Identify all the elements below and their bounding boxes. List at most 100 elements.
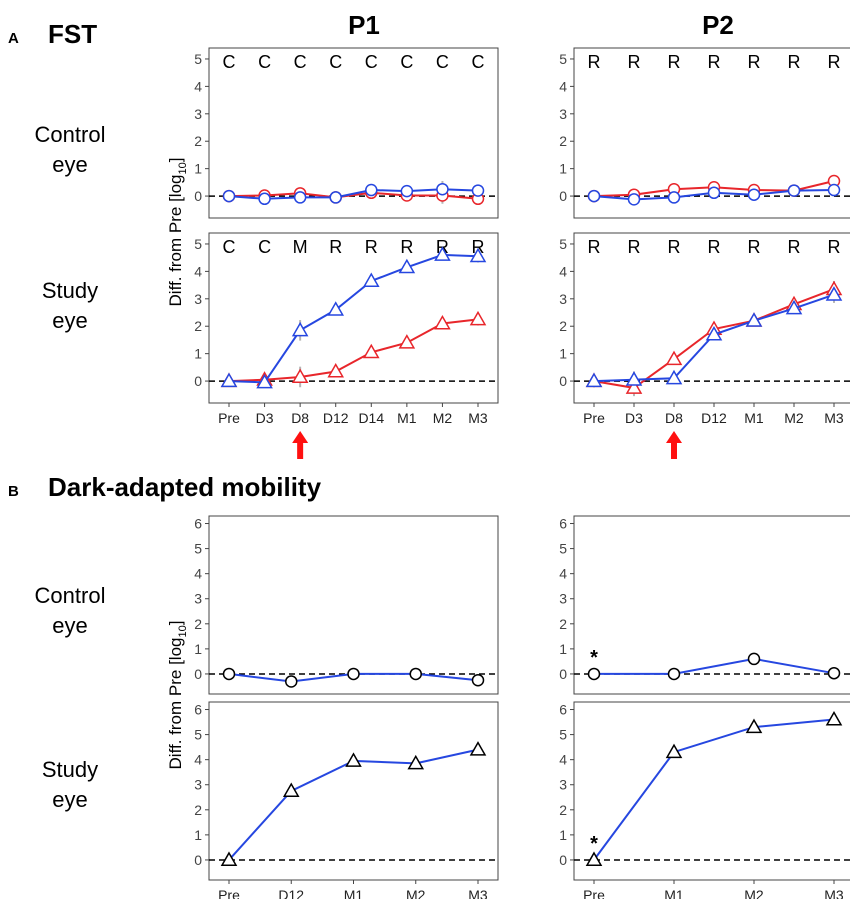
y-tick-label: 2 [194,133,202,149]
data-point-blue [469,741,487,756]
data-point-blue [747,188,761,201]
x-tick-label: M1 [664,887,684,899]
y-tick-label: 1 [559,827,567,843]
y-tick-label: 6 [559,516,567,532]
y-tick-label: 3 [559,106,567,122]
y-tick-label: 3 [559,291,567,307]
y-tick-label: 3 [559,777,567,793]
y-tick-label: 0 [194,373,202,389]
series-line-blue [593,718,835,861]
data-point-red [398,334,416,349]
status-code-label: C [436,52,449,72]
data-point-blue [707,186,721,200]
x-tick-label: M3 [468,887,488,899]
y-tick-label: 0 [559,852,567,868]
data-point-blue [747,652,761,666]
y-tick-label: 2 [559,318,567,334]
row-label-a-study-2: eye [52,308,87,333]
data-point-blue [825,286,843,301]
status-code-label: R [329,237,342,257]
x-tick-label: D8 [291,410,309,426]
status-code-label: R [708,52,721,72]
y-tick-label: 2 [559,616,567,632]
data-point-blue [745,312,763,327]
status-code-label: R [588,237,601,257]
data-point-blue [667,191,681,204]
data-point-red [434,314,451,330]
arrow-marker [292,431,309,459]
status-code-label: R [588,52,601,72]
x-tick-label: D8 [665,410,683,426]
y-tick-label: 5 [559,727,567,743]
y-tick-label: 5 [194,236,202,252]
y-tick-label: 4 [194,78,202,94]
data-point-blue [400,184,414,198]
y-tick-label: 5 [559,541,567,557]
row-label-a-study-1: Study [42,278,98,303]
status-code-label: C [400,52,413,72]
x-tick-label: M1 [744,410,764,426]
y-tick-label: 1 [559,641,567,657]
y-tick-label: 3 [194,106,202,122]
panel-frame [208,515,499,695]
data-point-red [291,368,309,383]
data-point-blue [469,247,487,263]
data-point-blue [665,369,683,385]
data-point-blue [222,667,236,681]
panel-B-P1-study: 0 1 2 3 4 5 6 Pre D12 M1 M2 M3 [194,701,499,899]
status-code-label: R [788,52,801,72]
status-code-label: C [365,52,378,72]
y-tick-label: 4 [559,78,567,94]
data-point-blue [627,193,641,206]
data-point-blue [365,183,378,197]
y-tick-label: 3 [559,591,567,607]
data-point-blue [585,851,603,866]
status-code-label: C [258,52,271,72]
status-code-label: R [668,52,681,72]
status-code-label: R [828,237,841,257]
data-point-blue [667,667,681,681]
data-point-blue [665,743,683,759]
data-point-blue [285,675,298,688]
data-point-blue [585,372,603,388]
data-point-blue [293,191,307,204]
row-label-b-study-1: Study [42,757,98,782]
status-code-label: R [628,52,641,72]
data-point-blue [258,192,271,206]
x-tick-label: M2 [433,410,453,426]
significance-star: * [590,647,598,669]
x-tick-label: D3 [256,410,274,426]
y-axis-title-b: Diff. from Pre [log10] [166,621,189,770]
row-label-a-control-2: eye [52,152,87,177]
y-tick-label: 2 [194,802,202,818]
status-code-label: R [628,237,641,257]
panel-A-P2-study: 0 1 2 3 4 5 Pre D3 D8 D12 M1 M2 M3 R R R R R R R [559,232,850,459]
data-point-red [665,350,683,366]
x-tick-label: M3 [468,410,488,426]
y-tick-label: 5 [194,541,202,557]
y-tick-label: 0 [559,188,567,204]
data-point-blue [347,667,360,681]
panel-B-P2-control: 0 1 2 3 4 5 6 * [559,515,850,695]
x-tick-label: D14 [358,410,384,426]
y-tick-label: 1 [559,161,567,177]
section-b-title: Dark-adapted mobility [48,472,322,502]
y-tick-label: 1 [194,161,202,177]
arrow-marker [666,431,682,459]
status-code-label: R [472,237,485,257]
status-code-label: R [400,237,413,257]
y-tick-label: 5 [559,236,567,252]
data-point-blue [587,667,601,681]
x-tick-label: Pre [583,887,605,899]
data-point-blue [434,246,451,261]
status-code-label: C [329,52,342,72]
data-point-blue [329,191,342,204]
y-tick-label: 6 [194,702,202,718]
data-point-blue [787,184,801,197]
panel-A-P2-control: 0 1 2 3 4 5 R R R R R R R [559,47,850,219]
row-label-b-control-2: eye [52,613,87,638]
data-point-blue [409,667,422,681]
panel-frame [208,47,499,219]
status-code-label: R [668,237,681,257]
